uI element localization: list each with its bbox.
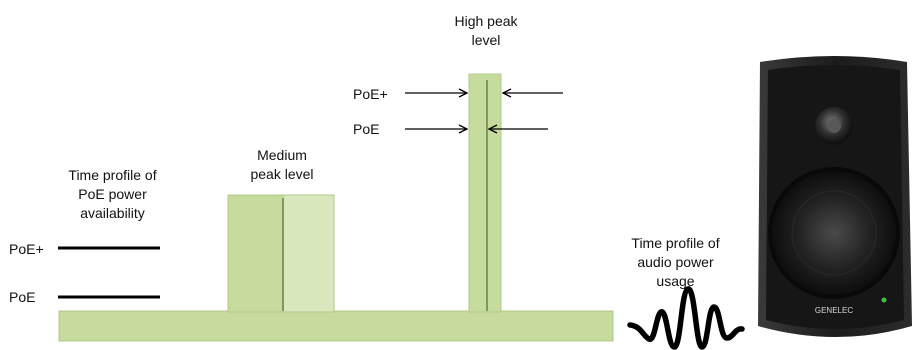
medium-peak-bar-light <box>282 194 335 313</box>
speaker-woofer <box>768 167 900 299</box>
usage-title-line-3: usage <box>656 273 695 289</box>
medium-peak-label: Medium peak level <box>232 146 332 184</box>
usage-title: Time profile of audio power usage <box>618 234 733 291</box>
high-peak-line-1: High peak <box>454 13 518 29</box>
medium-peak-line-1: Medium <box>257 147 307 163</box>
high-peak-bar <box>468 73 502 313</box>
speaker-icon: GENELEC <box>758 56 912 337</box>
usage-title-line-2: audio power <box>637 254 714 270</box>
speaker-led <box>881 297 887 303</box>
poe-level-label: PoE <box>9 289 36 305</box>
medium-peak-line-2: peak level <box>250 166 314 182</box>
poe-plus-level-label: PoE+ <box>9 241 44 257</box>
medium-peak-bar <box>227 194 284 313</box>
base-usage-bar <box>58 310 614 342</box>
high-poe-plus-label: PoE+ <box>353 86 388 102</box>
high-poe-label: PoE <box>353 121 380 137</box>
availability-title-line-1: Time profile of <box>68 167 157 183</box>
availability-title-line-2: PoE power <box>78 186 147 202</box>
high-peak-label: High peak level <box>436 12 536 50</box>
availability-title-line-3: availability <box>80 205 145 221</box>
speaker-brand: GENELEC <box>815 306 853 315</box>
high-peak-line-2: level <box>471 32 501 48</box>
usage-title-line-1: Time profile of <box>631 235 720 251</box>
audio-waveform-icon <box>627 286 745 350</box>
availability-title: Time profile of PoE power availability <box>55 166 170 223</box>
